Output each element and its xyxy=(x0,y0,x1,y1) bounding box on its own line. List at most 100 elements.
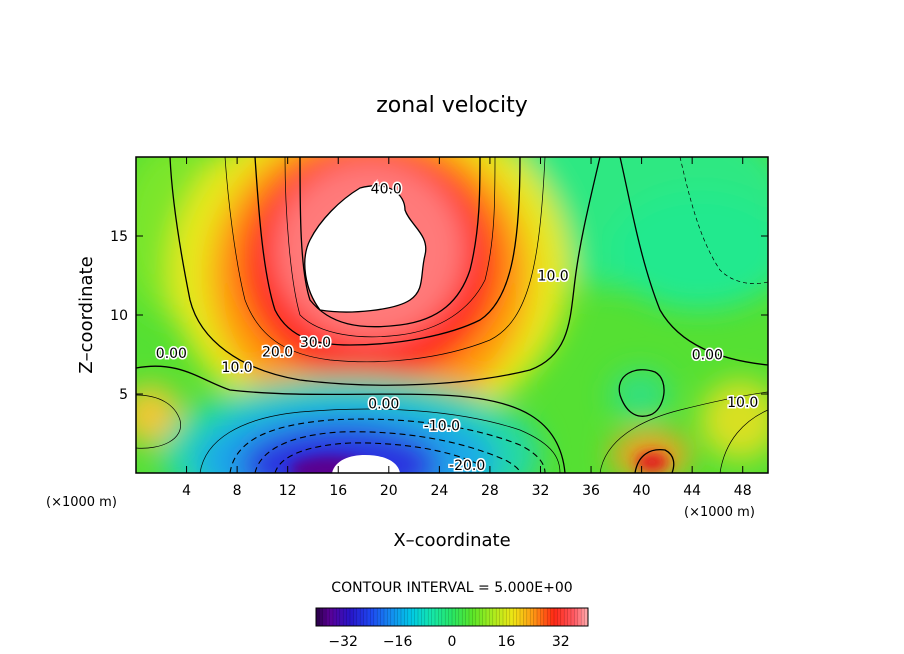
x-axis: 4 8 12 16 20 24 28 32 36 40 44 48 xyxy=(182,157,752,499)
x-tick-label: 48 xyxy=(734,483,752,499)
contour-labels: 40.0 10.0 30.0 20.0 10.0 0.00 0.00 0.00 -10.0 -20… xyxy=(154,180,759,476)
colorbar-swatch xyxy=(475,608,480,626)
colorbar-swatch xyxy=(329,608,334,626)
colorbar-swatch xyxy=(438,608,443,626)
colorbar-swatch xyxy=(489,608,494,626)
colorbar-swatch xyxy=(322,608,327,626)
contour-label: 10.0 xyxy=(727,395,758,411)
colorbar-swatch xyxy=(421,608,426,626)
contour-label: -20.0 xyxy=(449,458,485,474)
contour-lines xyxy=(136,157,768,473)
colorbar-swatch xyxy=(411,608,415,626)
colorbar-tick-label: −32 xyxy=(328,634,358,650)
colorbar-frame xyxy=(315,607,589,627)
colorbar-swatch xyxy=(540,608,545,626)
colorbar-swatch xyxy=(401,608,405,626)
colorbar-swatch xyxy=(353,608,358,626)
colorbar-swatch xyxy=(390,608,395,626)
colorbar-swatch xyxy=(574,608,579,626)
x-tick-label: 16 xyxy=(329,483,347,499)
colorbar-swatch xyxy=(465,608,470,626)
colorbar-swatch xyxy=(452,608,456,626)
colorbar-swatch xyxy=(431,608,436,626)
colorbar-swatch xyxy=(479,608,483,626)
colorbar-swatch xyxy=(407,608,412,626)
colorbar-swatch xyxy=(367,608,371,626)
chart-title: zonal velocity xyxy=(376,93,528,118)
colorbar-swatch xyxy=(346,608,351,626)
colorbar-swatch xyxy=(326,608,330,626)
colorbar-swatch xyxy=(520,608,524,626)
colorbar-swatch xyxy=(533,608,538,626)
x-tick-label: 20 xyxy=(380,483,398,499)
colorbar-swatch xyxy=(316,608,320,626)
x-tick-label: 8 xyxy=(233,483,242,499)
x-tick-label: 24 xyxy=(430,483,448,499)
velocity-field xyxy=(136,157,768,473)
colorbar-swatch xyxy=(343,608,347,626)
colorbar-swatch xyxy=(506,608,511,626)
contour-label: 40.0 xyxy=(371,182,402,198)
x-tick-label: 36 xyxy=(582,483,600,499)
colorbar-swatch xyxy=(571,608,575,626)
colorbar-ticks: −32 −16 0 16 32 xyxy=(328,634,569,650)
colorbar-swatch xyxy=(526,608,531,626)
colorbar-swatch xyxy=(377,608,381,626)
x-tick-label: 40 xyxy=(633,483,651,499)
colorbar-swatch xyxy=(370,608,375,626)
y-tick-label: 5 xyxy=(119,387,128,403)
colorbar-tick-label: 32 xyxy=(552,634,570,650)
colorbar-swatch xyxy=(564,608,568,626)
colorbar-swatch xyxy=(455,608,460,626)
contour-label: 10.0 xyxy=(538,269,569,285)
colorbar-swatch xyxy=(560,608,565,626)
colorbar-tick-label: −16 xyxy=(383,634,413,650)
colorbar-swatch xyxy=(380,608,385,626)
colorbar-swatch xyxy=(441,608,446,626)
contour-label: 30.0 xyxy=(300,335,331,351)
y-axis: 5 10 15 xyxy=(110,229,768,403)
colorbar-swatch xyxy=(496,608,500,626)
contour-label: 0.00 xyxy=(692,348,723,364)
colorbar-swatch xyxy=(577,608,582,626)
x-axis-label: X–coordinate xyxy=(393,530,510,551)
colorbar-swatch xyxy=(333,608,337,626)
colorbar-swatch xyxy=(503,608,507,626)
colorbar-swatch xyxy=(384,608,388,626)
colorbar-swatch xyxy=(516,608,521,626)
colorbar-swatch xyxy=(350,608,354,626)
y-axis-label: Z–coordinate xyxy=(76,256,97,373)
colorbar-swatch xyxy=(550,608,555,626)
colorbar-swatch xyxy=(418,608,422,626)
colorbar-swatch xyxy=(428,608,432,626)
x-axis-unit: (×1000 m) xyxy=(684,505,755,520)
colorbar-swatch xyxy=(486,608,490,626)
colorbar-swatch xyxy=(319,608,324,626)
colorbar-swatch xyxy=(509,608,514,626)
contour-label: 0.00 xyxy=(156,346,187,362)
colorbar-tick-label: 0 xyxy=(448,634,457,650)
colorbar-swatch xyxy=(458,608,463,626)
colorbar-swatch xyxy=(472,608,477,626)
contour-label: 20.0 xyxy=(262,344,293,360)
y-tick-label: 10 xyxy=(110,308,128,324)
colorbar-swatch xyxy=(530,608,534,626)
colorbar-swatch xyxy=(482,608,487,626)
colorbar-swatch xyxy=(373,608,378,626)
colorbar-swatch xyxy=(424,608,429,626)
colorbar-tick-label: 16 xyxy=(497,634,515,650)
colorbar-swatch xyxy=(387,608,392,626)
colorbar-swatch xyxy=(554,608,558,626)
colorbar-swatch xyxy=(394,608,398,626)
colorbar-swatch xyxy=(462,608,466,626)
colorbar-swatch xyxy=(523,608,528,626)
x-tick-label: 44 xyxy=(683,483,701,499)
colorbar-swatch xyxy=(557,608,562,626)
colorbar-swatch xyxy=(445,608,449,626)
contour-label: 10.0 xyxy=(222,360,253,376)
colorbar-swatch xyxy=(336,608,341,626)
colorbar-swatch xyxy=(543,608,548,626)
colorbar-swatch xyxy=(397,608,402,626)
colorbar-swatch xyxy=(404,608,409,626)
